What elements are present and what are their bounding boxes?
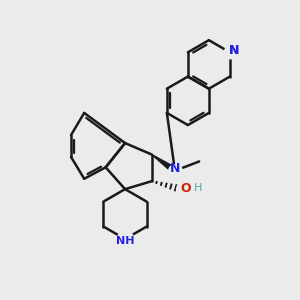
Text: N: N (229, 44, 239, 57)
Text: H: H (194, 183, 203, 193)
Text: NH: NH (116, 236, 134, 246)
Polygon shape (152, 154, 177, 173)
Text: N: N (229, 44, 239, 57)
Text: N: N (170, 161, 180, 175)
Text: O: O (180, 182, 190, 195)
